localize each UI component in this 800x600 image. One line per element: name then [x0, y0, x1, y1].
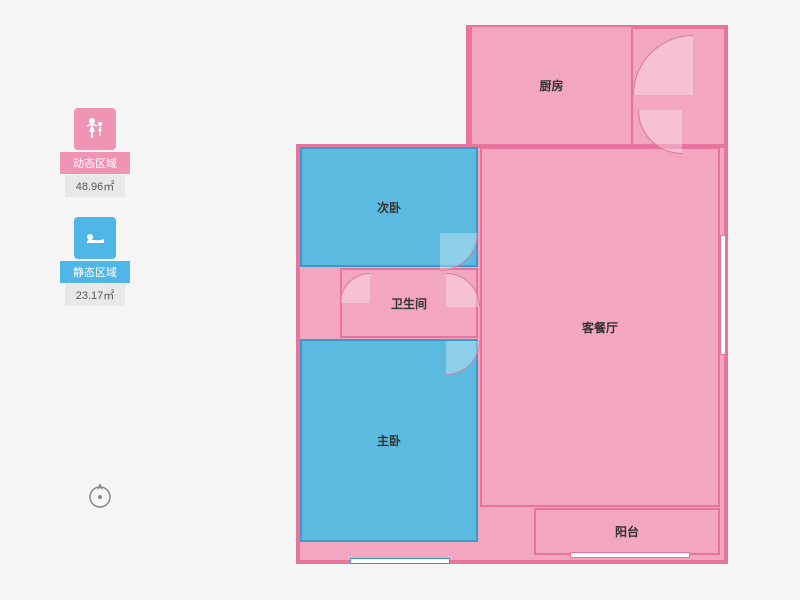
window [720, 235, 726, 355]
compass-icon [85, 480, 115, 510]
static-icon [74, 217, 116, 259]
room-label: 次卧 [377, 199, 401, 216]
dynamic-label: 动态区域 [60, 152, 130, 174]
legend-dynamic: 动态区域 48.96㎡ [60, 108, 130, 197]
sleep-icon [82, 225, 108, 251]
static-value: 23.17㎡ [65, 284, 125, 306]
window [570, 552, 690, 558]
room-balcony: 阳台 [534, 508, 720, 555]
window [350, 558, 450, 564]
room-label: 厨房 [539, 77, 563, 94]
room-label: 主卧 [377, 432, 401, 449]
room-label: 客餐厅 [582, 319, 618, 336]
room-label: 阳台 [615, 523, 639, 540]
people-icon [82, 116, 108, 142]
static-label: 静态区域 [60, 261, 130, 283]
dynamic-icon [74, 108, 116, 150]
legend-static: 静态区域 23.17㎡ [60, 217, 130, 306]
room-kitchen: 厨房 [470, 25, 633, 146]
dynamic-value: 48.96㎡ [65, 175, 125, 197]
floorplan: 厨房客餐厅 次卧卫生间主卧阳台 [260, 25, 740, 570]
room-living: 客餐厅 [480, 147, 720, 507]
room-label: 卫生间 [391, 295, 427, 312]
legend-panel: 动态区域 48.96㎡ 静态区域 23.17㎡ [60, 108, 130, 326]
